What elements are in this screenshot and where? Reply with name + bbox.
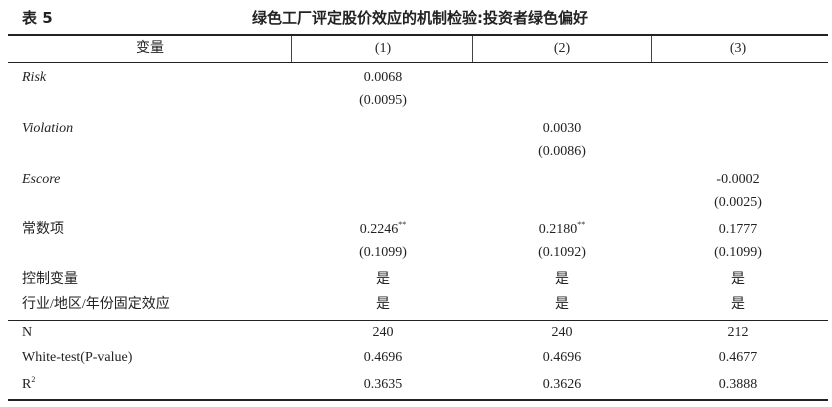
standard-error: (0.0095) [359,93,407,108]
coefficient: 0.3626 [542,377,582,392]
cell-value: 0.0068 [364,69,403,87]
cell-value: 0.3626 [543,376,582,394]
cell-value: 0.3635 [364,376,403,394]
significance: ** [398,220,407,229]
cell-value: 0.2246** [360,221,407,239]
cell-value: 0.4696 [364,349,403,367]
coefficient: 212 [727,325,749,340]
row-label: 控制变量 [22,271,78,289]
standard-error: (0.0086) [538,144,586,159]
coefficient: 0.3888 [718,377,758,392]
cell-value: 240 [552,324,573,342]
cell-value: 是 [555,271,569,289]
cell-value: 0.1777 [719,221,758,239]
coefficient: 0.2246 [359,222,399,237]
column-divider [651,36,652,62]
coefficient: -0.0002 [716,172,760,187]
standard-error: (0.0025) [714,195,762,210]
cell-value: 是 [555,296,569,314]
bottom-rule [8,399,828,401]
coefficient: 0.1777 [718,222,758,237]
row-label-text: White-test(P-value) [22,350,133,365]
significance: ** [577,220,586,229]
standard-error: (0.1092) [538,245,586,260]
row-label: 常数项 [22,221,64,239]
row-label-text: 常数项 [22,222,64,237]
row-label: R2 [22,376,35,394]
table-title: 绿色工厂评定股价效应的机制检验:投资者绿色偏好 [251,9,589,27]
coefficient: 是 [731,297,745,312]
coefficient: 是 [376,297,390,312]
standard-error: (0.1099) [359,245,407,260]
mid-rule [8,320,828,321]
standard-error: (0.1099) [714,245,762,260]
row-label: Risk [22,69,46,87]
cell-value: 240 [373,324,394,342]
coefficient: 是 [376,272,390,287]
row-label-sup: 2 [31,375,36,384]
row-label-text: Violation [22,121,74,136]
cell-value: 是 [376,271,390,289]
header-rule [8,62,828,63]
column-header: (2) [553,41,571,56]
coefficient: 240 [551,325,573,340]
column-divider [291,36,292,62]
cell-value: 0.0030 [543,120,582,138]
row-label: 行业/地区/年份固定效应 [22,296,170,314]
row-label: Violation [22,120,73,138]
cell-value: 是 [731,296,745,314]
cell-value: 0.3888 [719,376,758,394]
column-header: (1) [374,41,392,56]
cell-value: 是 [731,271,745,289]
row-label: Escore [22,171,60,189]
table-number: 表 5 [22,9,53,27]
cell-value: -0.0002 [716,171,759,189]
column-header: 变量 [136,41,164,56]
column-divider [472,36,473,62]
row-label-text: N [22,325,33,340]
cell-value: 是 [376,296,390,314]
coefficient: 0.4696 [542,350,582,365]
coefficient: 0.0068 [363,70,403,85]
coefficient: 是 [731,272,745,287]
cell-value: 0.4677 [719,349,758,367]
column-header: (3) [729,41,747,56]
row-label-text: R [22,377,32,392]
coefficient: 240 [372,325,394,340]
coefficient: 0.4677 [718,350,758,365]
top-rule [8,34,828,36]
coefficient: 0.2180 [538,222,578,237]
coefficient: 0.0030 [542,121,582,136]
row-label-text: 控制变量 [22,272,78,287]
cell-value: 0.4696 [543,349,582,367]
cell-value: 0.2180** [539,221,586,239]
cell-value: 212 [728,324,749,342]
row-label-text: Escore [22,172,61,187]
coefficient: 0.4696 [363,350,403,365]
coefficient: 0.3635 [363,377,403,392]
row-label-text: Risk [22,70,47,85]
row-label: White-test(P-value) [22,349,132,367]
coefficient: 是 [555,272,569,287]
coefficient: 是 [555,297,569,312]
row-label-text: 行业/地区/年份固定效应 [22,297,170,312]
row-label: N [22,324,32,342]
